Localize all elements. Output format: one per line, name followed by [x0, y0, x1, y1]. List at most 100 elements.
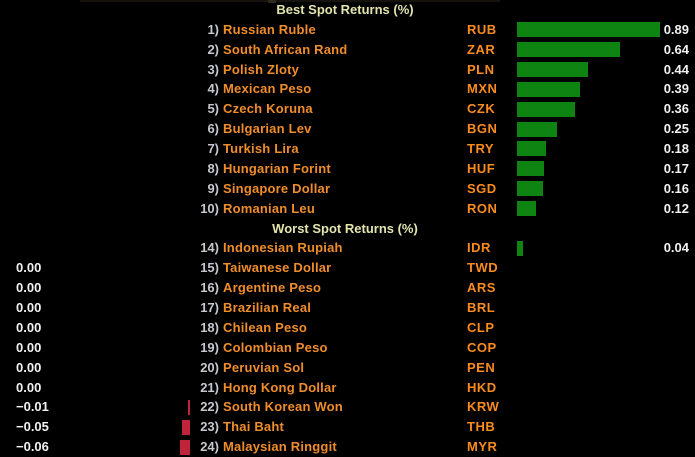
currency-row[interactable]: 18) Chilean Peso CLP 0.00: [0, 318, 695, 338]
row-number: 7): [207, 141, 219, 157]
return-value: 0.18: [663, 141, 689, 157]
return-value: 0.04: [663, 240, 689, 256]
return-value: −0.06: [16, 439, 49, 455]
currency-ticker: CZK: [467, 101, 496, 117]
currency-name: Thai Baht: [223, 419, 285, 435]
currency-ticker: PLN: [467, 61, 495, 77]
row-number: 9): [207, 180, 219, 196]
currency-name: Bulgarian Lev: [223, 121, 312, 137]
currency-ticker: TWD: [467, 260, 499, 276]
return-bar-negative: [188, 399, 190, 415]
currency-ticker: RUB: [467, 21, 497, 37]
return-value: 0.12: [663, 200, 689, 216]
currency-row[interactable]: 5) Czech Koruna CZK 0.36: [0, 99, 695, 119]
currency-row[interactable]: 20) Peruvian Sol PEN 0.00: [0, 358, 695, 378]
top-edge-artifact: [80, 0, 268, 2]
row-number: 2): [207, 41, 219, 57]
currency-row[interactable]: 17) Brazilian Real BRL 0.00: [0, 298, 695, 318]
row-number: 21): [200, 379, 219, 395]
currency-ticker: RON: [467, 200, 498, 216]
currency-ticker: IDR: [467, 240, 491, 256]
return-value: 0.89: [663, 21, 689, 37]
return-value: 0.25: [663, 121, 689, 137]
top-edge-artifact: [268, 0, 276, 3]
return-value: 0.64: [663, 41, 689, 57]
currency-ticker: BGN: [467, 121, 498, 137]
currency-name: Chilean Peso: [223, 319, 308, 335]
row-number: 17): [200, 300, 219, 316]
currency-ticker: HUF: [467, 160, 496, 176]
top-edge-artifact: [276, 0, 500, 2]
currency-row[interactable]: 6) Bulgarian Lev BGN 0.25: [0, 119, 695, 139]
currency-row[interactable]: 14) Indonesian Rupiah IDR 0.04: [0, 238, 695, 258]
currency-ticker: BRL: [467, 300, 496, 316]
return-bar-positive: [517, 181, 543, 197]
row-number: 20): [200, 359, 219, 375]
currency-name: Argentine Peso: [223, 280, 322, 296]
currency-name: South Korean Won: [223, 399, 343, 415]
currency-name: Mexican Peso: [223, 81, 312, 97]
currency-name: Hong Kong Dollar: [223, 379, 337, 395]
currency-row[interactable]: 1) Russian Ruble RUB 0.89: [0, 20, 695, 40]
return-bar-negative: [181, 419, 190, 435]
row-number: 6): [207, 121, 219, 137]
row-number: 19): [200, 339, 219, 355]
row-number: 5): [207, 101, 219, 117]
row-number: 4): [207, 81, 219, 97]
currency-row[interactable]: 2) South African Rand ZAR 0.64: [0, 40, 695, 60]
currency-ticker: KRW: [467, 399, 500, 415]
return-value: 0.39: [663, 81, 689, 97]
row-number: 1): [207, 21, 219, 37]
currency-name: Polish Zloty: [223, 61, 300, 77]
currency-row[interactable]: 3) Polish Zloty PLN 0.44: [0, 60, 695, 80]
row-number: 15): [200, 260, 219, 276]
currency-row[interactable]: 4) Mexican Peso MXN 0.39: [0, 79, 695, 99]
return-value: 0.00: [16, 300, 42, 316]
currency-name: Peruvian Sol: [223, 359, 305, 375]
return-value: 0.00: [16, 280, 42, 296]
currency-row[interactable]: 8) Hungarian Forint HUF 0.17: [0, 159, 695, 179]
return-value: 0.16: [663, 180, 689, 196]
currency-row[interactable]: 7) Turkish Lira TRY 0.18: [0, 139, 695, 159]
currency-ticker: ZAR: [467, 41, 496, 57]
return-value: −0.01: [16, 399, 49, 415]
return-value: 0.00: [16, 319, 42, 335]
currency-row[interactable]: 10) Romanian Leu RON 0.12: [0, 199, 695, 219]
currency-name: South African Rand: [223, 41, 348, 57]
currency-row[interactable]: 24) Malaysian Ringgit MYR −0.06: [0, 437, 695, 457]
return-bar-positive: [517, 81, 580, 97]
row-number: 14): [200, 240, 219, 256]
return-bar-positive: [517, 61, 588, 77]
currency-row[interactable]: 9) Singapore Dollar SGD 0.16: [0, 179, 695, 199]
currency-row[interactable]: 15) Taiwanese Dollar TWD 0.00: [0, 258, 695, 278]
return-value: 0.17: [663, 160, 689, 176]
currency-ticker: PEN: [467, 359, 496, 375]
row-number: 18): [200, 319, 219, 335]
currency-row[interactable]: 23) Thai Baht THB −0.05: [0, 417, 695, 437]
currency-row[interactable]: 21) Hong Kong Dollar HKD 0.00: [0, 378, 695, 398]
currency-name: Colombian Peso: [223, 339, 328, 355]
currency-name: Turkish Lira: [223, 141, 299, 157]
return-bar-positive: [517, 201, 537, 217]
currency-name: Singapore Dollar: [223, 180, 331, 196]
currency-ticker: MYR: [467, 439, 498, 455]
currency-ticker: ARS: [467, 280, 496, 296]
row-number: 23): [200, 419, 219, 435]
currency-name: Brazilian Real: [223, 300, 312, 316]
return-value: 0.00: [16, 359, 42, 375]
currency-row[interactable]: 19) Colombian Peso COP 0.00: [0, 338, 695, 358]
return-bar-positive: [517, 42, 621, 58]
currency-name: Malaysian Ringgit: [223, 439, 337, 455]
currency-row[interactable]: 22) South Korean Won KRW −0.01: [0, 397, 695, 417]
return-value: 0.00: [16, 260, 42, 276]
currency-ticker: COP: [467, 339, 497, 355]
section-title-best-returns: Best Spot Returns (%): [276, 2, 414, 17]
row-number: 22): [200, 399, 219, 415]
currency-ticker: MXN: [467, 81, 498, 97]
currency-row[interactable]: 16) Argentine Peso ARS 0.00: [0, 278, 695, 298]
section-title-worst-returns: Worst Spot Returns (%): [272, 220, 418, 236]
row-number: 3): [207, 61, 219, 77]
currency-name: Russian Ruble: [223, 21, 316, 37]
currency-name: Indonesian Rupiah: [223, 240, 343, 256]
